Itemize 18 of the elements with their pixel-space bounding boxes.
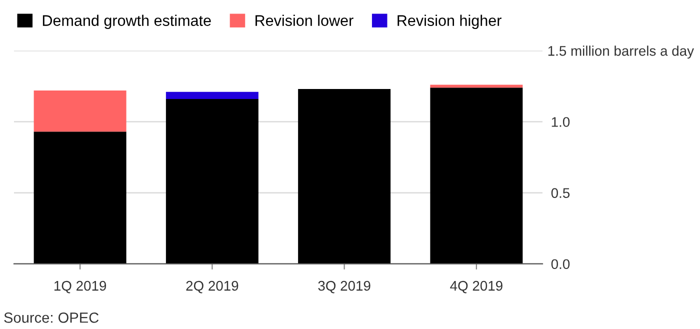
legend-label: Demand growth estimate bbox=[42, 14, 211, 29]
y-tick-label: 0.5 bbox=[551, 188, 570, 198]
bar bbox=[34, 90, 126, 132]
x-tick-label: 4Q 2019 bbox=[450, 280, 502, 294]
legend-label: Revision higher bbox=[398, 14, 502, 29]
x-tick-label: 1Q 2019 bbox=[54, 280, 106, 294]
y-tick-label: 1.0 bbox=[552, 117, 570, 127]
bar bbox=[34, 132, 126, 264]
bar bbox=[166, 98, 258, 264]
y-tick-label: 1.5 million barrels a day bbox=[548, 46, 694, 59]
bar bbox=[166, 92, 258, 99]
y-tick-label: 0.0 bbox=[551, 259, 570, 270]
source-note: Source: OPEC bbox=[4, 312, 99, 323]
bar bbox=[298, 89, 391, 264]
legend-label: Revision lower bbox=[256, 14, 354, 26]
bar bbox=[430, 88, 523, 264]
x-tick-label: 3Q 2019 bbox=[318, 280, 370, 294]
x-tick-label: 2Q 2019 bbox=[186, 280, 238, 294]
